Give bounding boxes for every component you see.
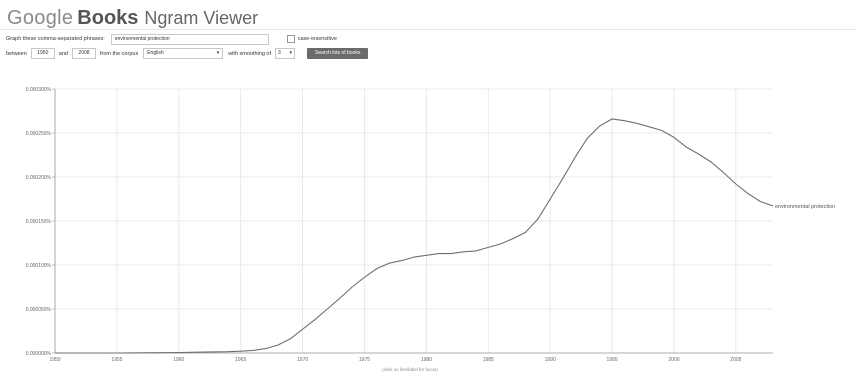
x-tick-label: 1980 (421, 357, 432, 363)
y-tick-label: 0.000300% (26, 87, 52, 93)
x-tick-label: 1985 (483, 357, 494, 363)
smoothing-select[interactable]: 3 ▾ (275, 48, 296, 59)
case-insensitive-label: case-insensitive (297, 36, 337, 42)
year-start-input[interactable]: 1950 (30, 48, 55, 59)
phrases-input[interactable]: environmental protection (110, 33, 269, 45)
y-tick-label: 0.000250% (26, 131, 52, 137)
search-button[interactable]: Search lots of books (307, 48, 369, 59)
query-row-options: between 1950 and 2008 from the corpus En… (6, 48, 369, 59)
chevron-down-icon: ▾ (216, 50, 220, 56)
year-end-input[interactable]: 2008 (71, 48, 96, 59)
series-line-environmental-protection[interactable] (55, 118, 774, 354)
x-tick-label: 1975 (359, 357, 370, 363)
corpus-label: from the corpus (99, 50, 139, 57)
y-tick-label: 0.000200% (26, 175, 52, 181)
page-title: Ngram Viewer (144, 8, 259, 28)
x-tick-label: 2005 (730, 357, 741, 363)
logo-google: Google (7, 7, 74, 29)
y-tick-label: 0.000150% (26, 219, 52, 225)
between-label: between (6, 50, 27, 57)
smoothing-value: 3 (278, 50, 281, 56)
series-label-environmental-protection[interactable]: environmental protection (775, 204, 835, 210)
corpus-select[interactable]: English ▾ (143, 48, 224, 59)
case-insensitive-checkbox[interactable] (286, 35, 295, 43)
smoothing-label: with smoothing of (228, 50, 272, 57)
chevron-down-icon: ▾ (289, 50, 293, 56)
logo[interactable]: Google Books Ngram Viewer (7, 6, 258, 30)
x-tick-label: 1965 (235, 357, 246, 363)
logo-books: Books (77, 7, 139, 29)
x-tick-label: 1990 (545, 357, 556, 363)
header-divider (0, 29, 856, 30)
chart-note: (click on line/label for focus) (382, 367, 438, 372)
x-tick-label: 1995 (607, 357, 618, 363)
query-row-phrases: Graph these comma-separated phrases: env… (6, 33, 337, 45)
y-tick-label: 0.000100% (26, 263, 52, 269)
y-tick-label: 0.000050% (26, 307, 52, 313)
x-tick-label: 1950 (49, 357, 60, 363)
corpus-value: English (147, 50, 164, 56)
phrases-label: Graph these comma-separated phrases: (6, 36, 105, 42)
x-tick-label: 2000 (668, 357, 679, 363)
x-tick-label: 1955 (111, 357, 122, 363)
and-label: and (58, 50, 68, 57)
x-tick-label: 1970 (297, 357, 308, 363)
x-tick-label: 1960 (173, 357, 184, 363)
y-tick-label: 0.000000% (26, 351, 52, 357)
